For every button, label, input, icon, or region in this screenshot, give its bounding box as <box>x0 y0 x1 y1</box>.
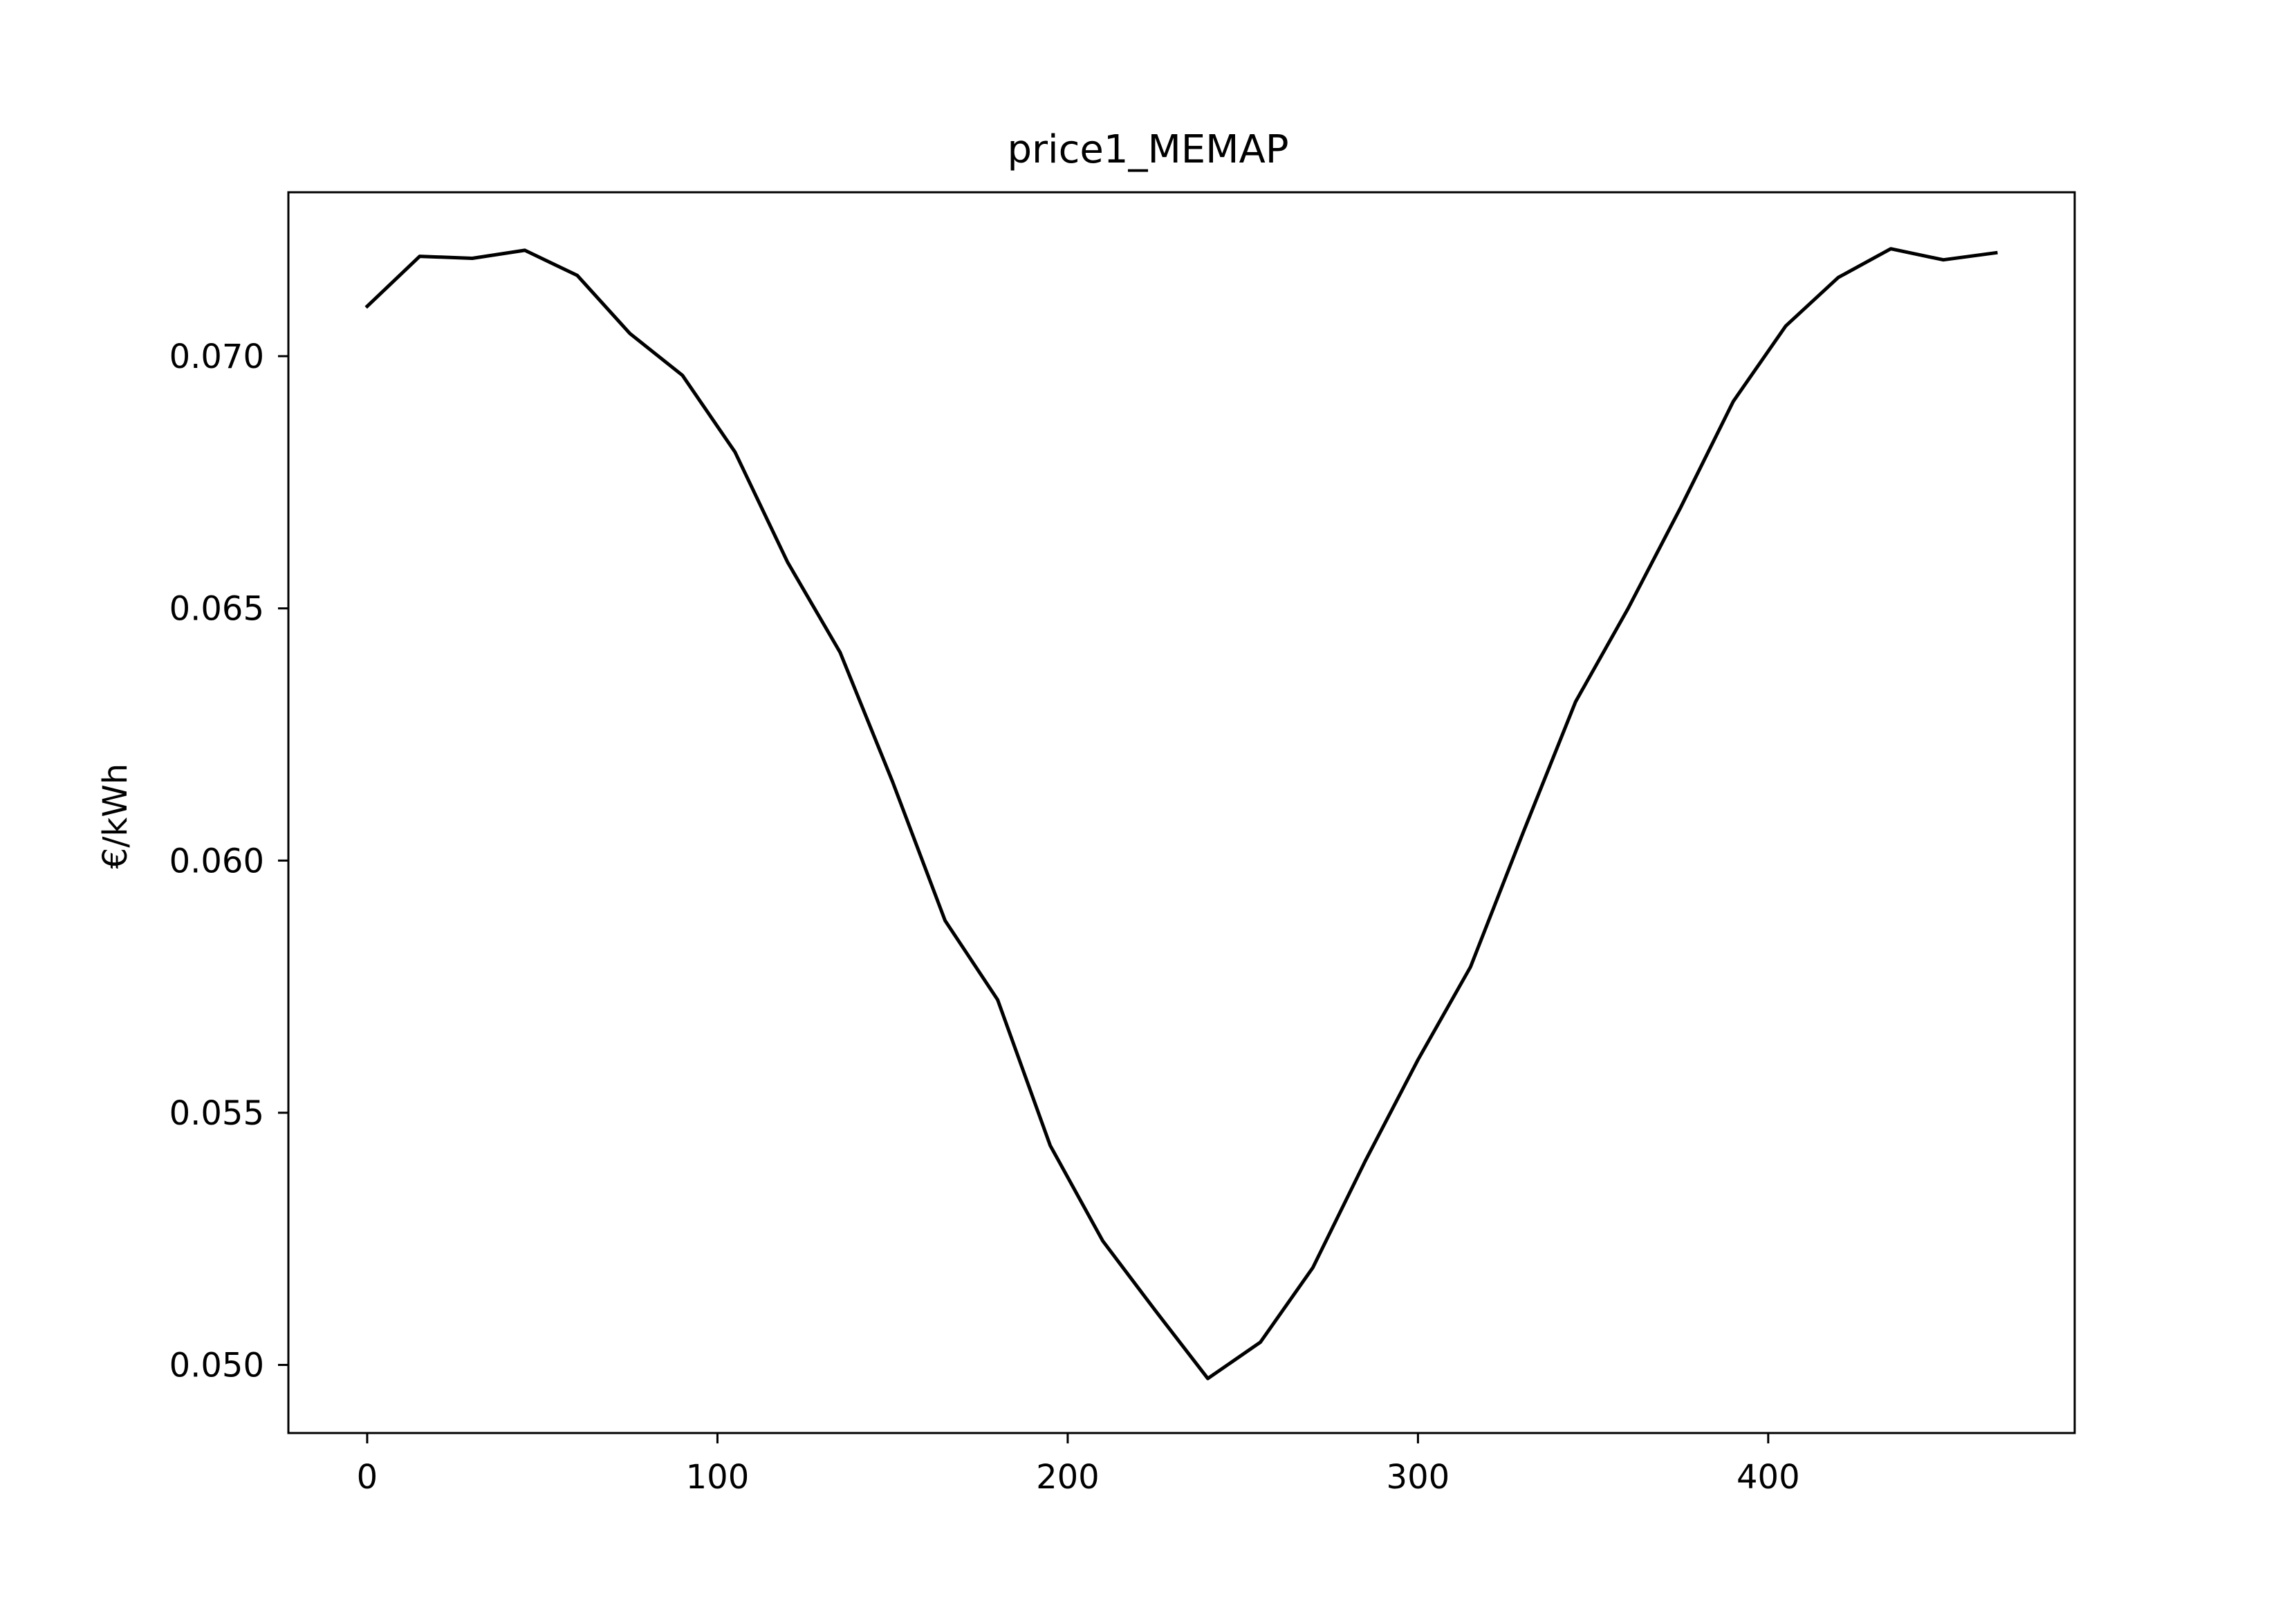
plot-frame <box>287 191 2076 1434</box>
y-tick-label: 0.070 <box>169 338 264 376</box>
x-tick-label: 0 <box>357 1458 378 1497</box>
y-tick-label: 0.050 <box>169 1347 264 1385</box>
y-axis: 0.050 0.055 0.060 0.065 0.070 <box>169 338 288 1385</box>
y-tick-label: 0.065 <box>169 590 264 629</box>
y-axis-label: €/kWh <box>96 764 135 869</box>
price-line <box>364 247 1998 1380</box>
y-tick-label: 0.060 <box>169 842 264 880</box>
x-tick-label: 400 <box>1737 1458 1800 1497</box>
x-tick-label: 200 <box>1036 1458 1100 1497</box>
chart-title: price1_MEMAP <box>1007 127 1288 172</box>
y-tick-label: 0.055 <box>169 1094 264 1133</box>
x-tick-label: 300 <box>1387 1458 1450 1497</box>
x-axis: 0 100 200 300 400 <box>357 1433 1800 1497</box>
x-tick-label: 100 <box>686 1458 750 1497</box>
